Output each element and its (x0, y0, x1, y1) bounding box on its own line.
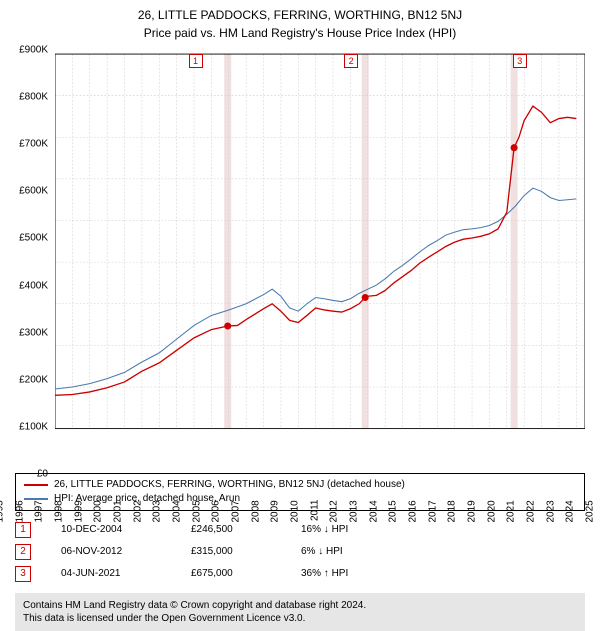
x-tick-label: 2018 (447, 500, 458, 522)
x-tick-label: 1998 (54, 500, 65, 522)
x-tick-label: 2015 (388, 500, 399, 522)
y-tick-label: £0 (37, 469, 48, 480)
x-tick-label: 2014 (368, 500, 379, 522)
sale-marker-badge: 2 (344, 54, 358, 68)
x-tick-label: 2013 (349, 500, 360, 522)
title-address: 26, LITTLE PADDOCKS, FERRING, WORTHING, … (10, 8, 590, 22)
sale-delta: 16% ↓ HPI (301, 524, 401, 535)
sale-delta: 36% ↑ HPI (301, 568, 401, 579)
x-tick-label: 2025 (585, 500, 596, 522)
x-tick-label: 1997 (34, 500, 45, 522)
x-tick-label: 2024 (565, 500, 576, 522)
x-tick-label: 2006 (211, 500, 222, 522)
x-tick-label: 2009 (270, 500, 281, 522)
x-tick-label: 2012 (329, 500, 340, 522)
sale-badge: 2 (15, 544, 31, 560)
x-tick-label: 2010 (290, 500, 301, 522)
x-tick-label: 2020 (486, 500, 497, 522)
x-tick-label: 2005 (191, 500, 202, 522)
sale-date: 10-DEC-2004 (61, 524, 191, 535)
x-tick-label: 2017 (427, 500, 438, 522)
x-tick-label: 2011 (309, 500, 320, 522)
x-tick-label: 2001 (113, 500, 124, 522)
sales-table: 1 10-DEC-2004£246,50016% ↓ HPI 2 06-NOV-201… (15, 519, 585, 585)
x-tick-label: 1995 (0, 500, 6, 522)
sale-date: 04-JUN-2021 (61, 568, 191, 579)
x-tick-label: 2003 (152, 500, 163, 522)
sale-marker-badge: 3 (513, 54, 527, 68)
legend-label: 26, LITTLE PADDOCKS, FERRING, WORTHING, … (54, 479, 405, 490)
x-tick-label: 2002 (132, 500, 143, 522)
x-tick-label: 2007 (231, 500, 242, 522)
x-tick-label: 2023 (545, 500, 556, 522)
chart-titles: 26, LITTLE PADDOCKS, FERRING, WORTHING, … (0, 0, 600, 42)
attribution-footer: Contains HM Land Registry data © Crown c… (15, 593, 585, 631)
legend-item: 26, LITTLE PADDOCKS, FERRING, WORTHING, … (24, 478, 576, 492)
y-tick-label: £900K (19, 45, 48, 56)
x-tick-label: 2022 (526, 500, 537, 522)
footer-line-2: This data is licensed under the Open Gov… (23, 612, 577, 625)
x-tick-label: 2000 (93, 500, 104, 522)
sale-price: £675,000 (191, 568, 301, 579)
legend-swatch (24, 484, 48, 486)
sale-marker-badge: 1 (189, 54, 203, 68)
sale-price: £246,500 (191, 524, 301, 535)
sale-badge: 3 (15, 566, 31, 582)
x-tick-label: 2004 (172, 500, 183, 522)
y-tick-label: £400K (19, 280, 48, 291)
sale-row: 2 06-NOV-2012£315,0006% ↓ HPI (15, 541, 585, 563)
y-tick-label: £200K (19, 374, 48, 385)
x-tick-label: 1999 (73, 500, 84, 522)
sale-delta: 6% ↓ HPI (301, 546, 401, 557)
footer-line-1: Contains HM Land Registry data © Crown c… (23, 599, 577, 612)
sale-row: 3 04-JUN-2021£675,00036% ↑ HPI (15, 563, 585, 585)
line-chart (55, 47, 585, 464)
x-tick-label: 2016 (408, 500, 419, 522)
y-tick-label: £800K (19, 92, 48, 103)
sale-date: 06-NOV-2012 (61, 546, 191, 557)
sale-badge: 1 (15, 522, 31, 538)
y-tick-label: £700K (19, 139, 48, 150)
page-container: 26, LITTLE PADDOCKS, FERRING, WORTHING, … (0, 0, 600, 590)
x-tick-label: 1996 (14, 500, 25, 522)
x-tick-label: 2019 (467, 500, 478, 522)
x-tick-label: 2021 (506, 500, 517, 522)
y-tick-label: £100K (19, 421, 48, 432)
y-tick-label: £600K (19, 186, 48, 197)
chart-area: £0£100K£200K£300K£400K£500K£600K£700K£80… (0, 42, 600, 469)
y-tick-label: £500K (19, 233, 48, 244)
sale-price: £315,000 (191, 546, 301, 557)
title-subtitle: Price paid vs. HM Land Registry's House … (10, 26, 590, 40)
x-tick-label: 2008 (250, 500, 261, 522)
y-tick-label: £300K (19, 327, 48, 338)
